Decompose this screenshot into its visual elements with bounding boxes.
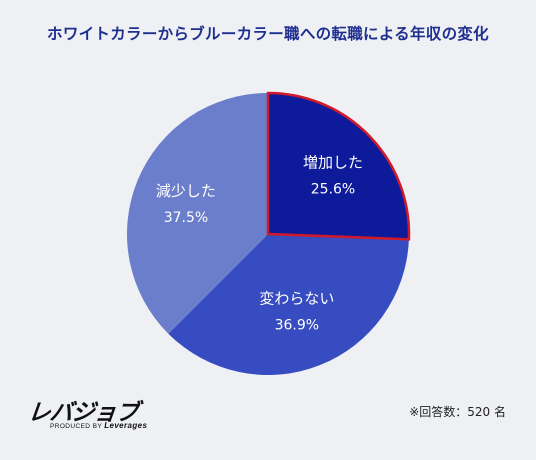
slice-label: 減少した (156, 182, 216, 200)
slice-increased (266, 91, 411, 241)
slice-label: 増加した (303, 153, 363, 171)
slice-value-label: 25.6% (311, 181, 355, 197)
brand-logo-sub: PRODUCED BY Leverages (50, 421, 147, 430)
slice-value-label: 36.9% (275, 318, 319, 334)
slice-value-label: 37.5% (164, 210, 208, 226)
chart-title: ホワイトカラーからブルーカラー職への転職による年収の変化 (47, 25, 489, 43)
brand-logo-brand: Leverages (104, 421, 148, 430)
response-count-note: ※回答数：520 名 (409, 405, 506, 419)
slice-unchanged (168, 234, 409, 375)
slice-decreased (127, 93, 268, 334)
brand-logo-prefix: PRODUCED BY (50, 423, 102, 430)
slice-label: 変わらない (259, 290, 334, 308)
